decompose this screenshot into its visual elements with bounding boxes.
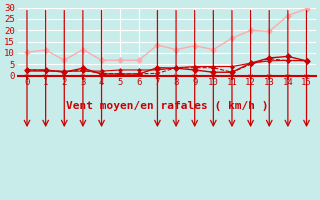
X-axis label: Vent moyen/en rafales ( km/h ): Vent moyen/en rafales ( km/h ) xyxy=(66,101,268,111)
